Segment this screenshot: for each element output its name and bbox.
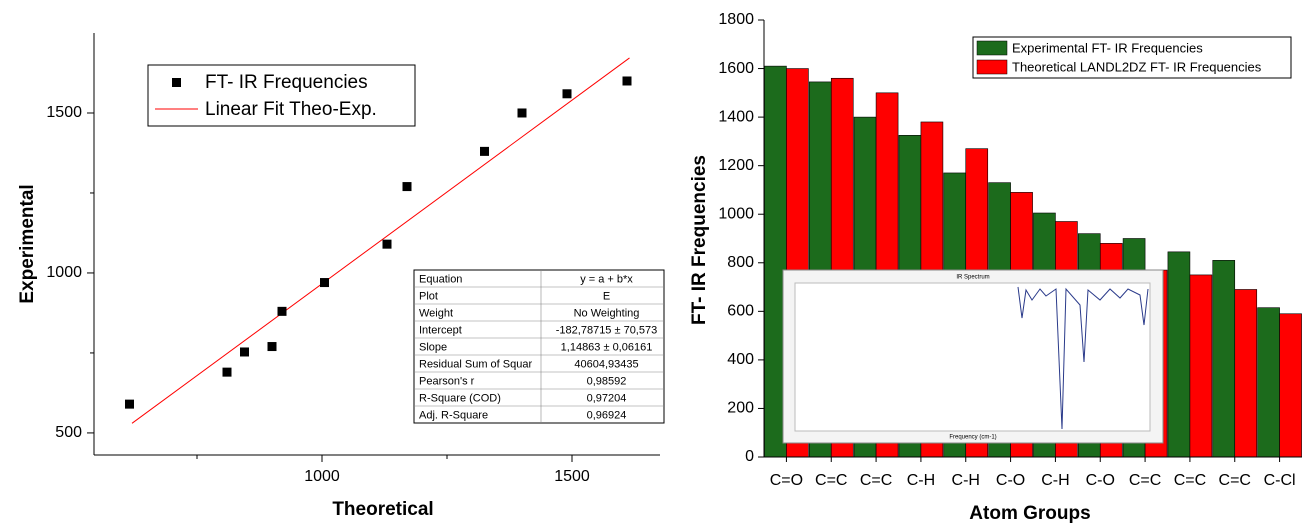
table-cell: Slope (419, 341, 447, 353)
table-cell: Adj. R-Square (419, 409, 488, 421)
table-cell: 0,96924 (587, 409, 627, 421)
point (125, 400, 134, 409)
y-tick-label: 1200 (718, 157, 754, 174)
y-tick-label: 1600 (718, 60, 754, 77)
figure: 1000 1500 500 1000 1500 Theoretical Experiment… (0, 0, 1305, 524)
bar (1235, 289, 1257, 457)
point (623, 76, 632, 85)
x-tick-label: 1500 (554, 468, 590, 485)
table-cell: E (603, 290, 610, 302)
point (403, 182, 412, 191)
bar (1168, 252, 1190, 457)
y-tick-label: 400 (727, 351, 754, 368)
point (383, 240, 392, 249)
x-tick-label: C=C (815, 472, 847, 489)
page: 1000 1500 500 1000 1500 Theoretical Experiment… (0, 0, 1305, 524)
table-cell: No Weighting (574, 307, 640, 319)
point (518, 108, 527, 117)
point (320, 278, 329, 287)
legend-label: FT- IR Frequencies (205, 72, 368, 93)
x-tick-label: C-H (1041, 472, 1069, 489)
bar (1280, 314, 1302, 457)
bar (1213, 260, 1235, 457)
inset-frame: IR Spectrum Frequency (cm-1) (783, 270, 1163, 443)
inset-plot (795, 283, 1150, 431)
x-tick-label: C=C (1219, 472, 1251, 489)
x-tick-label: C-H (952, 472, 980, 489)
inset-title: IR Spectrum (956, 275, 989, 281)
x-tick-label: C=C (1129, 472, 1161, 489)
table-cell: y = a + b*x (580, 273, 633, 285)
y-tick-label: 600 (727, 303, 754, 320)
y-tick-label: 1000 (718, 205, 754, 222)
x-tick-label: C=C (1174, 472, 1206, 489)
table-cell: Residual Sum of Squar (419, 358, 532, 370)
legend-swatch (977, 41, 1007, 55)
y-tick-label: 1000 (46, 264, 82, 281)
table-cell: Pearson's r (419, 375, 475, 387)
y-tick-label: 1800 (718, 11, 754, 28)
legend-label: Experimental FT- IR Frequencies (1012, 40, 1203, 55)
table-cell: R-Square (COD) (419, 392, 501, 404)
point (240, 347, 249, 356)
y-tick-label: 500 (55, 424, 82, 441)
legend-swatch (977, 60, 1007, 74)
x-tick-label: 1000 (304, 468, 340, 485)
table-cell: Weight (419, 307, 453, 319)
table-cell: Plot (419, 290, 438, 302)
x-tick-label: C=O (770, 472, 803, 489)
y-axis-title: FT- IR Frequencies (689, 155, 710, 325)
x-axis-title: Theoretical (332, 499, 433, 520)
legend-marker (172, 78, 181, 87)
y-tick-label: 0 (745, 448, 754, 465)
point (278, 307, 287, 316)
y-axis-title: Experimental (17, 184, 38, 303)
x-tick-label: C-O (1086, 472, 1115, 489)
table-cell: Equation (419, 273, 462, 285)
y-tick-label: 1500 (46, 104, 82, 121)
point (563, 89, 572, 98)
table-cell: 0,97204 (587, 392, 627, 404)
y-tick-label: 800 (727, 254, 754, 271)
legend-label: Linear Fit Theo-Exp. (205, 99, 377, 120)
table-cell: 40604,93435 (574, 358, 638, 370)
point (223, 368, 232, 377)
x-tick-label: C-Cl (1264, 472, 1296, 489)
x-tick-label: C-H (907, 472, 935, 489)
bar (1190, 275, 1212, 457)
x-axis-title: Atom Groups (969, 503, 1090, 524)
table-cell: 0,98592 (587, 375, 627, 387)
y-tick-label: 200 (727, 400, 754, 417)
y-tick-label: 1400 (718, 108, 754, 125)
inset-x-label: Frequency (cm-1) (949, 435, 996, 441)
bar (1258, 308, 1280, 457)
point (480, 147, 489, 156)
table-cell: Intercept (419, 324, 462, 336)
point (268, 342, 277, 351)
x-tick-label: C=C (860, 472, 892, 489)
table-cell: 1,14863 ± 0,06161 (561, 341, 653, 353)
table-cell: -182,78715 ± 70,573 (556, 324, 657, 336)
x-tick-label: C-O (996, 472, 1025, 489)
legend-label: Theoretical LANDL2DZ FT- IR Frequencies (1012, 59, 1262, 74)
